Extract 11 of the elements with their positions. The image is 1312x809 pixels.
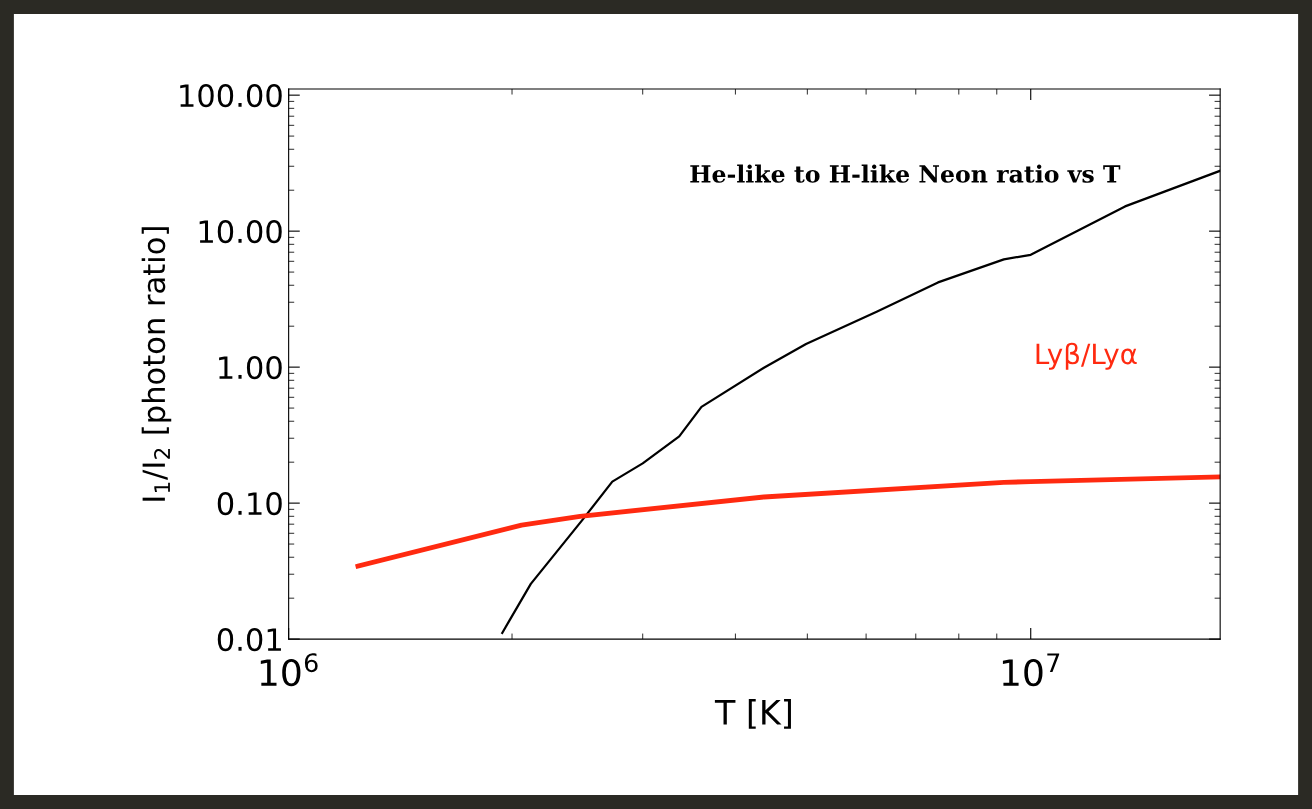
series-label: He-like to H-like Neon ratio vs T: [690, 164, 1121, 183]
text: Lyβ/Lyα: [1036, 342, 1137, 370]
x-axis-title: T [K]: [714, 699, 791, 729]
x-tick-label: 10$^{7}$: [1002, 653, 1060, 687]
y-tick-label: 0.10: [217, 492, 282, 516]
y-axis-title: I$_{1}$/I$_{2}$ [photon ratio]: [141, 227, 172, 501]
y-tick-label: 1.00: [219, 356, 282, 380]
y-tick-label: 10.00: [199, 220, 282, 244]
y-tick-label: 0.01: [217, 628, 281, 652]
y-tick-label: 100.00: [180, 84, 282, 108]
x-tick-label: 10$^{6}$: [260, 653, 318, 687]
